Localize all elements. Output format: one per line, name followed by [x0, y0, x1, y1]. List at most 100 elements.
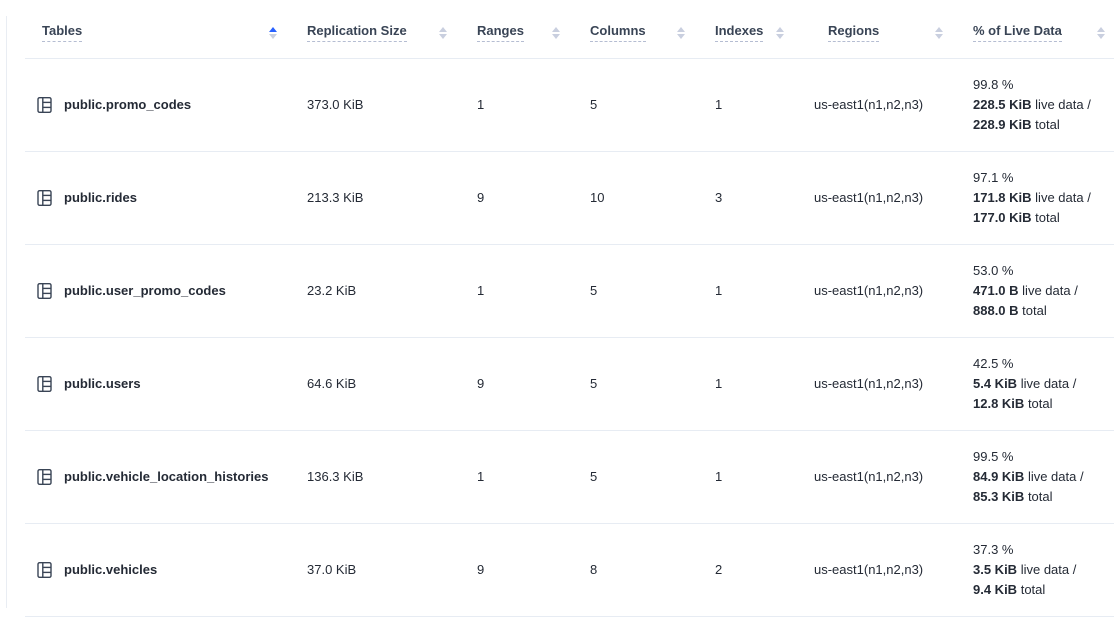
- sort-icon-regions[interactable]: [935, 26, 943, 39]
- ranges-cell: 9: [465, 523, 578, 617]
- total-data-size-line: 177.0 KiB total: [973, 209, 1060, 225]
- table-header-row: Tables Replication Size Ranges Columns: [25, 8, 1114, 59]
- regions-cell: us-east1(n1,n2,n3): [802, 58, 961, 152]
- ranges-cell: 9: [465, 151, 578, 245]
- table-row: public.rides 213.3 KiB 9 10 3 us-east1(n…: [25, 151, 1114, 245]
- sort-icon-indexes[interactable]: [776, 26, 784, 39]
- columns-cell: 8: [578, 523, 703, 617]
- live-data-size-line: 471.0 B live data /: [973, 282, 1078, 298]
- table-row: public.vehicles 37.0 KiB 9 8 2 us-east1(…: [25, 523, 1114, 617]
- table-grid-icon: [36, 96, 54, 114]
- tables-list-table: Tables Replication Size Ranges Columns: [25, 8, 1114, 617]
- sort-icon-replication-size[interactable]: [439, 26, 447, 39]
- column-header-regions[interactable]: Regions: [802, 8, 961, 59]
- regions-cell: us-east1(n1,n2,n3): [802, 523, 961, 617]
- live-data-size-line: 228.5 KiB live data /: [973, 96, 1091, 112]
- indexes-cell: 2: [703, 523, 802, 617]
- total-data-size-line: 9.4 KiB total: [973, 581, 1046, 597]
- table-name-cell: public.users: [25, 337, 295, 431]
- sort-icon-live-data[interactable]: [1097, 26, 1105, 39]
- table-grid-icon: [36, 189, 54, 207]
- indexes-cell: 1: [703, 244, 802, 338]
- table-name-link[interactable]: public.user_promo_codes: [64, 283, 226, 298]
- column-header-live-data[interactable]: % of Live Data: [961, 8, 1114, 59]
- column-header-columns[interactable]: Columns: [578, 8, 703, 59]
- table-row: public.user_promo_codes 23.2 KiB 1 5 1 u…: [25, 244, 1114, 338]
- live-data-cell: 42.5 % 5.4 KiB live data / 12.8 KiB tota…: [961, 337, 1114, 431]
- table-row: public.promo_codes 373.0 KiB 1 5 1 us-ea…: [25, 58, 1114, 152]
- live-data-cell: 97.1 % 171.8 KiB live data / 177.0 KiB t…: [961, 151, 1114, 245]
- replication-size-cell: 64.6 KiB: [295, 337, 465, 431]
- column-header-ranges-label: Ranges: [477, 23, 524, 43]
- columns-cell: 5: [578, 337, 703, 431]
- table-grid-icon: [36, 561, 54, 579]
- sort-icon-columns[interactable]: [677, 26, 685, 39]
- table-name-link[interactable]: public.rides: [64, 190, 137, 205]
- ranges-cell: 9: [465, 337, 578, 431]
- live-data-size-line: 3.5 KiB live data /: [973, 561, 1077, 577]
- indexes-cell: 1: [703, 337, 802, 431]
- total-data-size-line: 85.3 KiB total: [973, 488, 1053, 504]
- table-grid-icon: [36, 468, 54, 486]
- column-header-live-data-label: % of Live Data: [973, 23, 1062, 43]
- table-row: public.vehicle_location_histories 136.3 …: [25, 430, 1114, 524]
- table-name-link[interactable]: public.promo_codes: [64, 97, 192, 112]
- column-header-tables-label: Tables: [42, 23, 83, 43]
- total-data-size-line: 228.9 KiB total: [973, 116, 1060, 132]
- replication-size-cell: 37.0 KiB: [295, 523, 465, 617]
- table-row: public.users 64.6 KiB 9 5 1 us-east1(n1,…: [25, 337, 1114, 431]
- column-header-tables[interactable]: Tables: [25, 8, 295, 59]
- table-name-cell: public.rides: [25, 151, 295, 245]
- live-data-cell: 37.3 % 3.5 KiB live data / 9.4 KiB total: [961, 523, 1114, 617]
- table-name-cell: public.vehicles: [25, 523, 295, 617]
- live-data-size-line: 5.4 KiB live data /: [973, 375, 1077, 391]
- table-name-cell: public.promo_codes: [25, 58, 295, 152]
- column-header-ranges[interactable]: Ranges: [465, 8, 578, 59]
- regions-cell: us-east1(n1,n2,n3): [802, 337, 961, 431]
- sort-icon-tables[interactable]: [269, 26, 277, 39]
- indexes-cell: 3: [703, 151, 802, 245]
- column-header-replication-size-label: Replication Size: [307, 23, 407, 43]
- table-name-link[interactable]: public.vehicles: [64, 562, 158, 577]
- panel-left-border: [6, 16, 7, 608]
- indexes-cell: 1: [703, 58, 802, 152]
- replication-size-cell: 136.3 KiB: [295, 430, 465, 524]
- columns-cell: 5: [578, 58, 703, 152]
- live-data-percent: 37.3 %: [973, 541, 1014, 557]
- columns-cell: 10: [578, 151, 703, 245]
- replication-size-cell: 23.2 KiB: [295, 244, 465, 338]
- sort-icon-ranges[interactable]: [552, 26, 560, 39]
- table-name-link[interactable]: public.vehicle_location_histories: [64, 469, 269, 484]
- ranges-cell: 1: [465, 430, 578, 524]
- column-header-indexes-label: Indexes: [715, 23, 764, 43]
- columns-cell: 5: [578, 244, 703, 338]
- table-name-cell: public.user_promo_codes: [25, 244, 295, 338]
- live-data-cell: 99.8 % 228.5 KiB live data / 228.9 KiB t…: [961, 58, 1114, 152]
- live-data-size-line: 171.8 KiB live data /: [973, 189, 1091, 205]
- regions-cell: us-east1(n1,n2,n3): [802, 151, 961, 245]
- column-header-regions-label: Regions: [828, 23, 880, 43]
- regions-cell: us-east1(n1,n2,n3): [802, 244, 961, 338]
- live-data-percent: 42.5 %: [973, 355, 1014, 371]
- live-data-percent: 99.8 %: [973, 76, 1014, 92]
- live-data-cell: 99.5 % 84.9 KiB live data / 85.3 KiB tot…: [961, 430, 1114, 524]
- table-name-link[interactable]: public.users: [64, 376, 141, 391]
- replication-size-cell: 373.0 KiB: [295, 58, 465, 152]
- live-data-percent: 97.1 %: [973, 169, 1014, 185]
- live-data-size-line: 84.9 KiB live data /: [973, 468, 1084, 484]
- columns-cell: 5: [578, 430, 703, 524]
- table-grid-icon: [36, 375, 54, 393]
- ranges-cell: 1: [465, 244, 578, 338]
- table-grid-icon: [36, 282, 54, 300]
- ranges-cell: 1: [465, 58, 578, 152]
- live-data-percent: 53.0 %: [973, 262, 1014, 278]
- indexes-cell: 1: [703, 430, 802, 524]
- total-data-size-line: 888.0 B total: [973, 302, 1047, 318]
- live-data-cell: 53.0 % 471.0 B live data / 888.0 B total: [961, 244, 1114, 338]
- column-header-columns-label: Columns: [590, 23, 646, 43]
- column-header-indexes[interactable]: Indexes: [703, 8, 802, 59]
- table-name-cell: public.vehicle_location_histories: [25, 430, 295, 524]
- live-data-percent: 99.5 %: [973, 448, 1014, 464]
- total-data-size-line: 12.8 KiB total: [973, 395, 1053, 411]
- column-header-replication-size[interactable]: Replication Size: [295, 8, 465, 59]
